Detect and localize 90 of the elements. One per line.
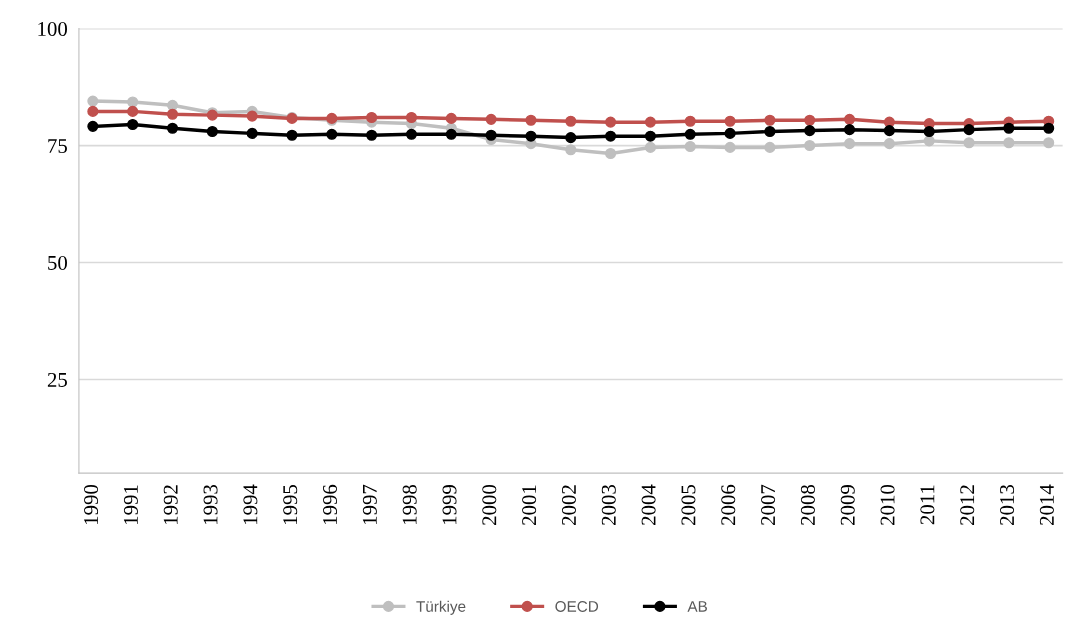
point [206, 125, 218, 138]
point [246, 110, 258, 122]
point [843, 113, 856, 125]
x-tick-label: 2007 [761, 484, 776, 525]
x-tick-label: 2000 [482, 484, 497, 525]
y-tick-label: 75 [48, 139, 67, 153]
x-tick-label: 2004 [641, 484, 656, 525]
point [684, 140, 696, 153]
y-tick-label: 50 [48, 255, 68, 270]
point [405, 128, 418, 140]
point [445, 112, 457, 124]
point [1003, 122, 1015, 134]
point [127, 105, 139, 117]
point [246, 127, 258, 139]
point [525, 130, 537, 142]
point [286, 129, 298, 141]
x-tick-label: 2010 [880, 484, 895, 525]
point [764, 141, 776, 153]
x-tick-label: 1997 [362, 484, 377, 525]
point [1003, 137, 1015, 149]
point [166, 99, 179, 111]
x-tick-label: 2011 [920, 485, 935, 525]
point [883, 138, 895, 150]
point [87, 120, 99, 132]
x-tick-label: 1998 [402, 484, 417, 525]
x-tick-label: 2002 [561, 485, 576, 525]
x-tick-label: 1990 [84, 484, 99, 525]
point [724, 141, 736, 153]
point [764, 125, 776, 138]
y-tick-label: 100 [38, 21, 68, 37]
point [445, 128, 457, 140]
point [883, 125, 895, 137]
point [605, 116, 617, 128]
point [923, 135, 935, 147]
x-tick-label: 2013 [1000, 485, 1015, 525]
point [843, 124, 856, 136]
point [923, 125, 935, 138]
point [87, 105, 99, 117]
point [405, 111, 418, 124]
x-tick-label: 2006 [721, 484, 736, 525]
point [565, 144, 577, 156]
point [684, 115, 696, 127]
x-tick-label: 2005 [681, 485, 696, 525]
legend-label: AB [687, 601, 707, 612]
x-tick-label: 1999 [442, 485, 457, 525]
point [684, 128, 696, 140]
point [1043, 122, 1055, 134]
y-tick-label: 25 [47, 372, 67, 387]
point [804, 114, 816, 126]
point [326, 128, 338, 140]
x-tick-label: 2003 [601, 485, 616, 525]
point [87, 95, 99, 107]
x-tick-label: 2012 [960, 485, 975, 525]
x-tick-label: 1992 [163, 485, 178, 525]
x-tick-label: 1991 [123, 485, 138, 525]
point [127, 96, 139, 108]
point [764, 114, 776, 126]
x-tick-label: 2009 [840, 485, 855, 525]
point [565, 115, 577, 127]
point [485, 129, 497, 141]
point [963, 124, 975, 136]
point [1043, 137, 1055, 149]
point [724, 115, 736, 127]
point [127, 118, 139, 131]
point [565, 132, 577, 144]
point [166, 108, 179, 120]
point [804, 125, 816, 137]
point [485, 113, 497, 125]
point [366, 111, 378, 124]
point [644, 130, 656, 142]
point [843, 138, 856, 150]
point [724, 127, 736, 139]
x-tick-label: 1994 [243, 484, 258, 525]
x-tick-label: 1996 [323, 484, 338, 525]
point [525, 114, 537, 126]
point [166, 122, 179, 134]
x-tick-label: 2008 [800, 484, 815, 525]
x-tick-label: 1995 [283, 485, 298, 525]
point [605, 147, 617, 160]
x-tick-label: 2014 [1039, 484, 1054, 525]
point [644, 116, 656, 128]
legend-label: Türkiye [416, 600, 466, 615]
point [605, 130, 617, 142]
x-tick-label: 2001 [522, 485, 537, 525]
point [804, 139, 816, 152]
point [644, 141, 656, 153]
point [963, 137, 975, 149]
x-tick-label: 1993 [203, 485, 218, 525]
legend-label: OECD [555, 601, 599, 612]
point [366, 129, 378, 141]
